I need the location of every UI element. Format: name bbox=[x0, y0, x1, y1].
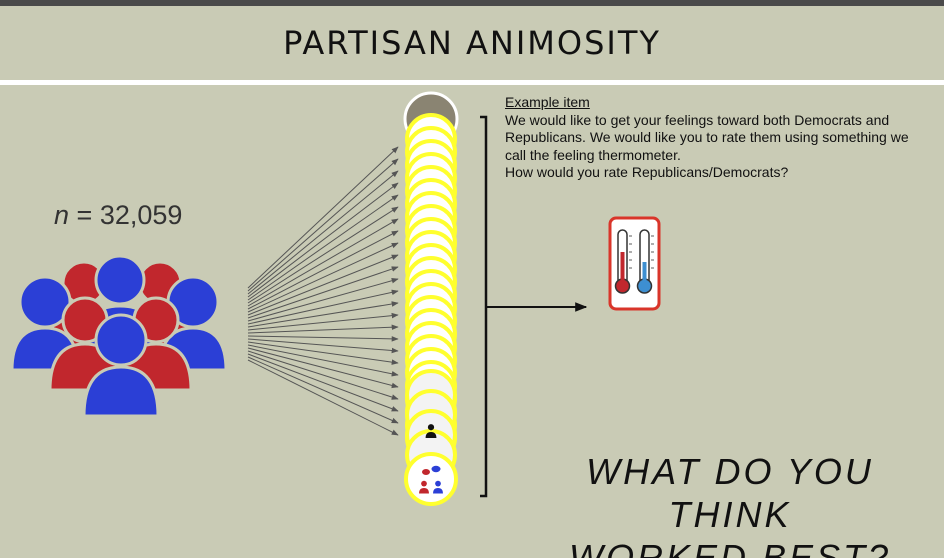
fan-arrow bbox=[247, 278, 399, 322]
speech-bubble-icon bbox=[422, 469, 430, 475]
fan-arrow bbox=[247, 242, 399, 313]
sample-size-value: = 32,059 bbox=[76, 200, 183, 230]
fan-arrow bbox=[247, 359, 399, 436]
fan-arrow bbox=[247, 301, 399, 328]
fan-arrow bbox=[247, 146, 399, 289]
fan-arrow bbox=[247, 170, 399, 295]
title-divider bbox=[0, 80, 944, 85]
fan-arrow bbox=[247, 341, 399, 365]
sample-size-label: n = 32,059 bbox=[54, 200, 182, 231]
fan-arrow bbox=[247, 289, 399, 325]
fan-arrow bbox=[247, 194, 399, 301]
fan-arrow bbox=[247, 338, 399, 354]
mini-person-icon bbox=[425, 424, 437, 438]
top-bar bbox=[0, 0, 944, 6]
fan-arrow bbox=[247, 182, 399, 298]
page-title: PARTISAN ANIMOSITY bbox=[283, 24, 661, 62]
fan-arrow bbox=[247, 158, 399, 292]
people-group-icon bbox=[10, 254, 228, 418]
example-line: How would you rate Republicans/Democrats… bbox=[505, 164, 789, 180]
question-line: WORKED BEST? bbox=[568, 537, 892, 558]
fan-arrow bbox=[247, 230, 399, 310]
fan-arrow bbox=[247, 218, 399, 307]
fan-arrow bbox=[247, 347, 399, 389]
closing-question: WHAT DO YOU THINK WORKED BEST? bbox=[520, 450, 940, 558]
fan-arrow bbox=[247, 206, 399, 304]
bracket bbox=[480, 115, 488, 498]
example-item: Example item We would like to get your f… bbox=[505, 94, 935, 182]
fan-arrow bbox=[247, 312, 399, 331]
thermometer-icon bbox=[608, 216, 661, 311]
fan-arrow bbox=[247, 356, 399, 424]
example-line: Republicans. We would like you to rate t… bbox=[505, 129, 909, 145]
example-line: We would like to get your feelings towar… bbox=[505, 111, 890, 128]
example-heading: Example item bbox=[505, 94, 590, 110]
mini-person-icon bbox=[419, 480, 429, 494]
mini-person-icon bbox=[433, 480, 443, 494]
fan-arrow bbox=[247, 254, 399, 316]
fan-arrow bbox=[247, 324, 399, 334]
intervention-stack-icon bbox=[403, 91, 459, 506]
sample-size-n: n bbox=[54, 200, 70, 230]
arrow-fan bbox=[247, 146, 399, 436]
fan-arrow bbox=[247, 350, 399, 400]
stack-bottom-circle bbox=[404, 452, 458, 506]
fan-arrow bbox=[247, 266, 399, 319]
example-line: call the feeling thermometer. bbox=[505, 146, 681, 163]
fan-arrow bbox=[247, 335, 399, 342]
question-line: WHAT DO YOU THINK bbox=[586, 451, 874, 535]
fan-arrow bbox=[247, 353, 399, 412]
speech-bubble-icon bbox=[431, 465, 441, 473]
fan-arrow bbox=[247, 344, 399, 377]
